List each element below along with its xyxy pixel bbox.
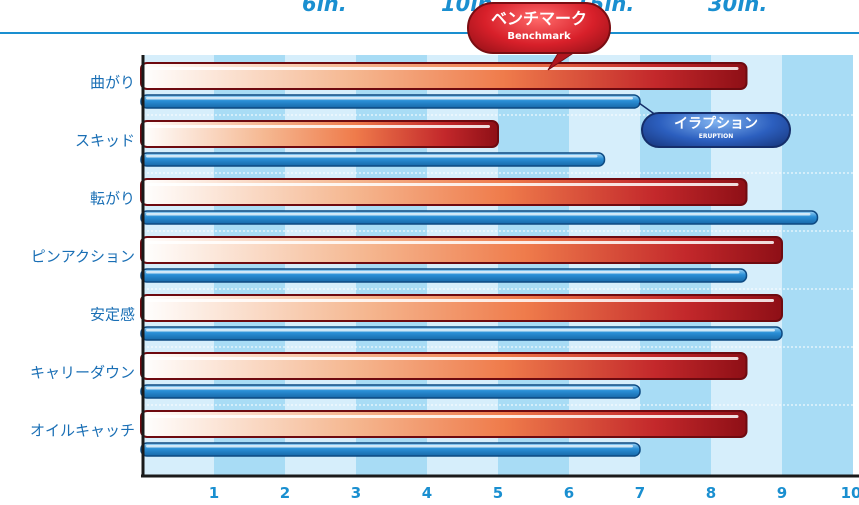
x-tick-label: 3 <box>350 484 362 502</box>
eruption-callout-title: イラプション <box>674 116 758 132</box>
band-10 <box>782 55 853 476</box>
eruption-bar-highlight <box>146 271 740 274</box>
eruption-callout-subtitle: ERUPTION <box>698 133 734 140</box>
bars-group <box>140 62 819 457</box>
x-tick-label: 2 <box>279 484 291 502</box>
eruption-bar-highlight <box>146 445 633 448</box>
eruption-bar <box>140 152 606 167</box>
category-label: キャリーダウン <box>29 364 135 382</box>
band-7 <box>569 55 640 476</box>
benchmark-bar <box>140 410 748 438</box>
eruption-bar <box>140 94 641 109</box>
benchmark-bar <box>140 62 748 90</box>
category-label: オイルキャッチ <box>29 422 135 440</box>
benchmark-bar-highlight <box>147 125 490 128</box>
category-label: 曲がり <box>89 74 135 92</box>
eruption-bar-highlight <box>146 213 811 216</box>
benchmark-callout-subtitle: Benchmark <box>507 31 571 42</box>
x-tick-label: 6 <box>563 484 575 502</box>
x-tick-label: 5 <box>492 484 504 502</box>
eruption-bar-highlight <box>146 329 775 332</box>
eruption-bar-highlight <box>146 97 633 100</box>
benchmark-bar <box>140 352 748 380</box>
benchmark-bar-highlight <box>147 183 739 186</box>
category-label: ピンアクション <box>30 248 135 266</box>
top-label-6in: 6in. <box>302 0 347 16</box>
benchmark-bar <box>140 178 748 206</box>
benchmark-bar-highlight <box>147 241 774 244</box>
benchmark-bar-highlight <box>147 415 739 418</box>
benchmark-bar <box>140 294 783 322</box>
benchmark-bar <box>140 120 499 148</box>
benchmark-bar-highlight <box>147 357 739 360</box>
x-tick-label: 7 <box>634 484 646 502</box>
benchmark-callout-title: ベンチマーク <box>490 9 587 28</box>
x-tick-label: 4 <box>421 484 433 502</box>
eruption-bar <box>140 384 641 399</box>
eruption-bar <box>140 210 819 225</box>
benchmark-callout: ベンチマーク Benchmark <box>467 2 611 54</box>
eruption-bar-highlight <box>146 387 633 390</box>
category-label: 転がり <box>89 190 135 208</box>
x-tick-label: 8 <box>705 484 717 502</box>
category-label: スキッド <box>74 132 135 150</box>
benchmark-bar <box>140 236 783 264</box>
benchmark-bar-highlight <box>147 299 774 302</box>
benchmark-bar-highlight <box>147 67 739 70</box>
x-tick-label: 1 <box>208 484 220 502</box>
category-label: 安定感 <box>89 306 135 324</box>
x-tick-label: 10 <box>840 484 859 502</box>
top-label-30in: 30in. <box>708 0 768 16</box>
eruption-bar-highlight <box>146 155 598 158</box>
band-6 <box>498 55 569 476</box>
eruption-callout: イラプション ERUPTION <box>641 112 791 148</box>
eruption-bar <box>140 326 783 341</box>
eruption-bar <box>140 268 748 283</box>
x-tick-label: 9 <box>776 484 788 502</box>
eruption-bar <box>140 442 641 457</box>
top-divider <box>0 32 859 34</box>
